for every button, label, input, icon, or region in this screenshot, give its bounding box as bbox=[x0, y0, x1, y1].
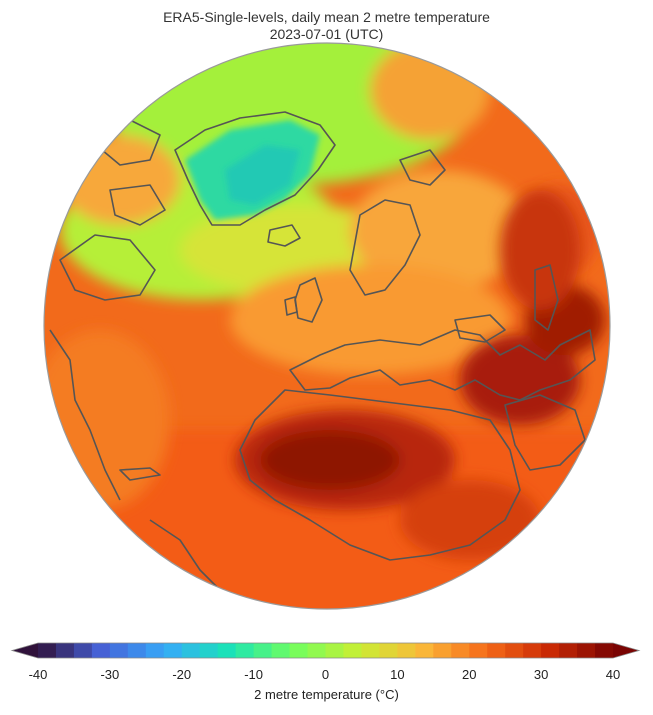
colorbar-segment bbox=[397, 643, 416, 658]
colorbar-tick-label: 40 bbox=[606, 667, 620, 682]
colorbar-segment bbox=[92, 643, 111, 658]
colorbar bbox=[12, 643, 639, 658]
colorbar-segment bbox=[164, 643, 183, 658]
colorbar-segment bbox=[110, 643, 129, 658]
colorbar-segment bbox=[182, 643, 201, 658]
colorbar-label: 2 metre temperature (°C) bbox=[0, 687, 653, 702]
colorbar-segment bbox=[290, 643, 309, 658]
colorbar-segment bbox=[218, 643, 237, 658]
colorbar-tick-label: -20 bbox=[172, 667, 191, 682]
colorbar-segment bbox=[559, 643, 578, 658]
colorbar-segment bbox=[595, 643, 614, 658]
colorbar-tick-label: 0 bbox=[322, 667, 329, 682]
colorbar-tick-label: -10 bbox=[244, 667, 263, 682]
colorbar-segment bbox=[577, 643, 596, 658]
colorbar-segment bbox=[379, 643, 398, 658]
colorbar-tick-label: 10 bbox=[390, 667, 404, 682]
colorbar-segment bbox=[343, 643, 362, 658]
colorbar-segment bbox=[451, 643, 470, 658]
colorbar-segment bbox=[433, 643, 452, 658]
colorbar-segment bbox=[236, 643, 255, 658]
colorbar-segment bbox=[326, 643, 345, 658]
colorbar-segment bbox=[146, 643, 165, 658]
colorbar-tick-label: 30 bbox=[534, 667, 548, 682]
colorbar-extend-min bbox=[12, 643, 38, 658]
colorbar-segment bbox=[469, 643, 488, 658]
colorbar-segment bbox=[272, 643, 291, 658]
colorbar-tick-label: 20 bbox=[462, 667, 476, 682]
colorbar-segment bbox=[200, 643, 219, 658]
colorbar-segment bbox=[361, 643, 380, 658]
colorbar-segment bbox=[74, 643, 93, 658]
colorbar-segment bbox=[541, 643, 560, 658]
colorbar-segment bbox=[254, 643, 273, 658]
colorbar-segment bbox=[38, 643, 57, 658]
colorbar-tick-label: -30 bbox=[100, 667, 119, 682]
colorbar-tick-label: -40 bbox=[29, 667, 48, 682]
colorbar-extend-max bbox=[613, 643, 639, 658]
colorbar-segment bbox=[56, 643, 75, 658]
colorbar-segment bbox=[128, 643, 147, 658]
colorbar-segment bbox=[487, 643, 506, 658]
colorbar-segment bbox=[415, 643, 434, 658]
colorbar-segment bbox=[505, 643, 524, 658]
colorbar-segment bbox=[308, 643, 327, 658]
colorbar-segment bbox=[523, 643, 542, 658]
